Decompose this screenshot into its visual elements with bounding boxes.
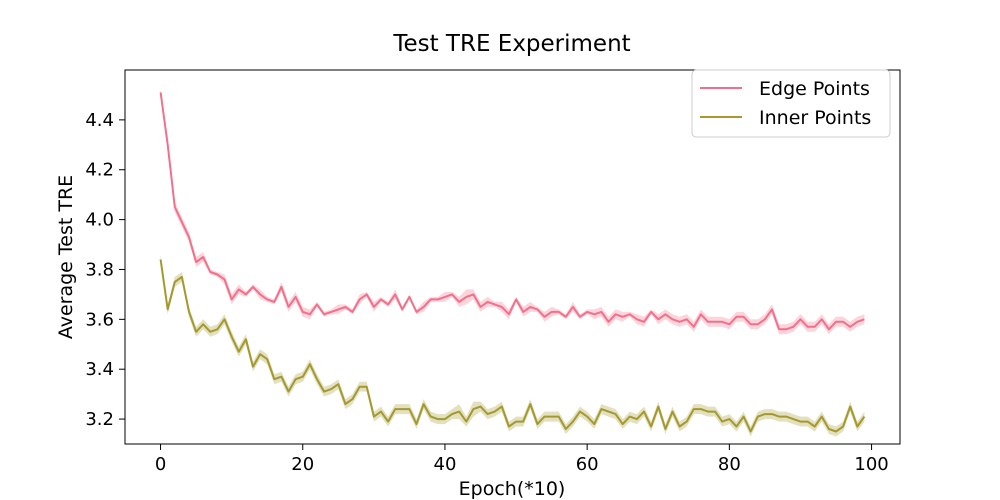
- x-tick-label: 20: [291, 454, 314, 475]
- y-tick-label: 4.0: [85, 210, 114, 231]
- y-tick-label: 4.2: [85, 160, 114, 181]
- x-axis: 0 20 40 60 80 100: [155, 444, 889, 475]
- y-tick-label: 3.2: [85, 409, 114, 430]
- edge-points-line: [159, 92, 865, 331]
- y-tick-label: 4.4: [85, 110, 114, 131]
- x-tick-label: 100: [854, 454, 888, 475]
- legend-label-inner-points: Inner Points: [759, 107, 871, 129]
- inner-points-band: [160, 254, 865, 437]
- x-tick-label: 0: [155, 454, 166, 475]
- y-axis-title: Average Test TRE: [55, 175, 77, 339]
- legend-label-edge-points: Edge Points: [759, 78, 870, 100]
- y-tick-label: 3.4: [85, 359, 114, 380]
- y-axis: 3.2 3.4 3.6 3.8 4.0 4.2 4.4: [85, 110, 125, 430]
- x-tick-label: 40: [434, 454, 457, 475]
- x-tick-label: 60: [576, 454, 599, 475]
- uncertainty-bands: [160, 89, 865, 437]
- legend-box: [691, 69, 891, 138]
- plot-frame: [124, 69, 901, 445]
- y-tick-label: 3.6: [85, 309, 114, 330]
- series-lines: [159, 92, 866, 433]
- x-tick-label: 80: [718, 454, 741, 475]
- legend: Edge Points Inner Points: [691, 69, 891, 138]
- y-tick-label: 3.8: [85, 259, 114, 280]
- x-axis-title: Epoch(*10): [459, 478, 566, 500]
- chart-title: Test TRE Experiment: [392, 31, 630, 57]
- inner-points-line: [159, 259, 866, 433]
